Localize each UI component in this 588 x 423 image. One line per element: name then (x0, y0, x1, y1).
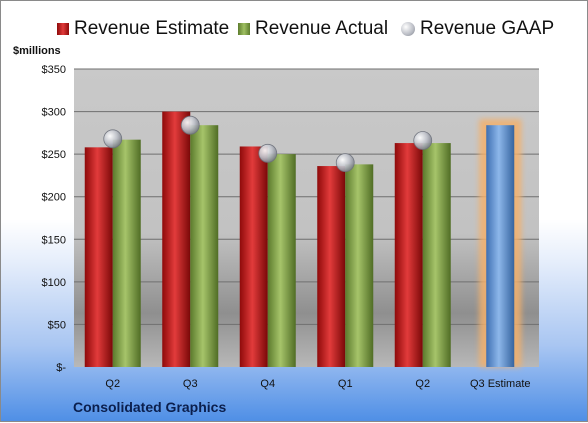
marker-gaap (180, 115, 200, 135)
bar-estimate (162, 111, 191, 367)
legend-swatch-gaap (401, 22, 415, 36)
bars (84, 111, 522, 368)
y-tick-label: $50 (48, 319, 66, 331)
marker-gaap (103, 129, 123, 149)
bar-estimate (394, 143, 423, 367)
legend: Revenue Estimate Revenue Actual Revenue … (1, 15, 588, 43)
gridlines (74, 68, 539, 325)
plot-area (74, 69, 539, 367)
bar-actual (422, 143, 451, 367)
x-tick-label: Q2 (415, 378, 430, 390)
x-tick-label: Q3 (183, 378, 198, 390)
x-tick-label: Q1 (338, 378, 353, 390)
y-tick-label: $350 (42, 64, 66, 76)
y-tick-label: $300 (42, 107, 66, 119)
y-axis-ticks: $- $50 $100 $150 $200 $250 $300 $350 (42, 64, 67, 374)
marker-gaap (335, 153, 355, 173)
legend-label-actual: Revenue Actual (255, 18, 389, 39)
y-tick-label: $- (56, 362, 66, 374)
bar-actual (112, 139, 141, 367)
bar-estimate (239, 146, 268, 367)
bar-actual (267, 154, 296, 367)
legend-item-actual: Revenue Actual (238, 15, 388, 43)
legend-swatch-estimate (57, 23, 69, 35)
bar-estimate (84, 147, 113, 367)
legend-label-gaap: Revenue GAAP (420, 18, 555, 39)
marker-gaap (258, 143, 278, 163)
x-tick-label: Q2 (105, 378, 120, 390)
legend-item-estimate: Revenue Estimate (57, 15, 229, 43)
bar-actual (190, 125, 219, 368)
y-tick-label: $250 (42, 149, 66, 161)
bar-actual (345, 164, 374, 367)
bar-estimate (317, 166, 346, 367)
x-tick-label: Q4 (260, 378, 275, 390)
legend-label-estimate: Revenue Estimate (74, 18, 230, 39)
company-title: Consolidated Graphics (73, 399, 227, 415)
legend-swatch-actual (238, 23, 250, 35)
y-tick-label: $200 (42, 192, 66, 204)
y-axis-unit: $millions (13, 45, 61, 57)
x-tick-label: Q3 Estimate (470, 378, 531, 390)
x-axis-ticks: Q2 Q3 Q4 Q1 Q2 Q3 Estimate (105, 378, 530, 390)
y-tick-label: $100 (42, 277, 66, 289)
y-tick-label: $150 (42, 234, 66, 246)
marker-gaap (413, 131, 433, 150)
bar-estimate-highlight (486, 125, 515, 368)
legend-item-gaap: Revenue GAAP (401, 15, 554, 43)
